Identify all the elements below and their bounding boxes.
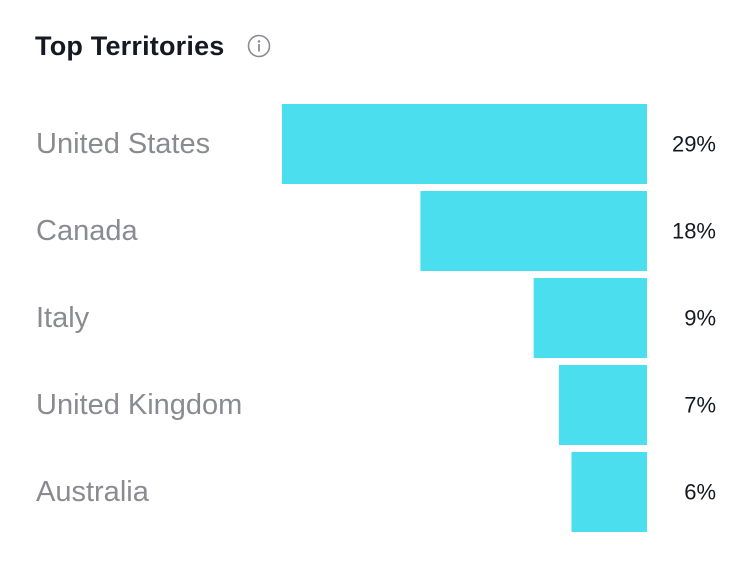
value-label: 6%: [684, 480, 716, 505]
bar-united-states: [282, 104, 647, 184]
category-label: Australia: [36, 476, 150, 508]
bars-layer: [282, 104, 647, 532]
value-label: 9%: [684, 306, 716, 331]
value-label: 29%: [672, 132, 716, 157]
category-label: Canada: [36, 215, 138, 247]
value-label: 18%: [672, 219, 716, 244]
category-label: United Kingdom: [36, 389, 242, 421]
chart-header: Top Territories: [35, 26, 271, 66]
bar-italy: [533, 278, 647, 358]
category-label: Italy: [36, 302, 90, 334]
bar-canada: [420, 191, 647, 271]
info-icon[interactable]: [247, 34, 271, 58]
category-label: United States: [36, 128, 210, 160]
chart-title: Top Territories: [35, 30, 225, 61]
bar-australia: [571, 452, 647, 532]
value-labels-layer: 29% 18% 9% 7% 6%: [672, 132, 716, 505]
bar-united-kingdom: [558, 365, 647, 445]
category-labels-layer: United States Canada Italy United Kingdom Au…: [36, 128, 242, 508]
value-label: 7%: [684, 393, 716, 418]
